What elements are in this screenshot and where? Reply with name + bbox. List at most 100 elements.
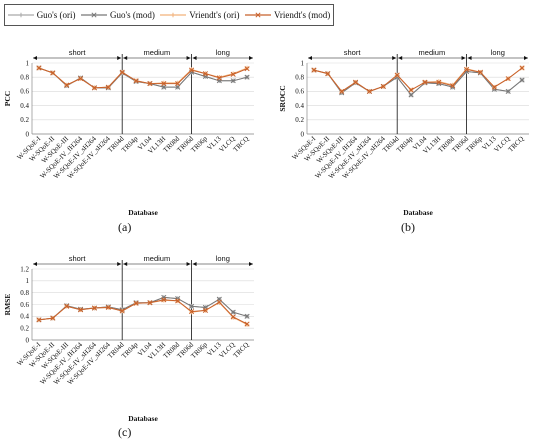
data-point — [175, 298, 181, 304]
data-point — [505, 76, 511, 82]
data-point — [189, 303, 195, 309]
legend-swatch — [80, 12, 107, 18]
data-point — [436, 79, 442, 85]
data-point — [50, 70, 56, 76]
y-tick-label: 0.4 — [20, 102, 29, 110]
series-line — [38, 67, 248, 89]
panel-label-b: (b) — [401, 220, 415, 234]
series-4 — [311, 65, 525, 94]
data-point — [216, 299, 222, 305]
y-axis-title: RMSE — [3, 294, 12, 316]
data-point — [175, 81, 181, 87]
series-line — [38, 67, 248, 89]
data-point — [519, 77, 525, 83]
group-bracket — [467, 56, 528, 60]
data-point — [189, 309, 195, 315]
x-axis-title: Database — [128, 208, 158, 217]
data-point — [244, 74, 250, 80]
group-bracket — [398, 56, 466, 60]
group-bracket — [33, 56, 122, 60]
data-point — [230, 309, 236, 315]
data-point — [366, 88, 372, 94]
data-point — [91, 85, 97, 91]
series-line — [313, 67, 523, 93]
series-line — [38, 67, 248, 89]
legend-swatch — [7, 12, 34, 18]
legend-swatch — [160, 12, 187, 18]
legend-marker — [171, 12, 176, 18]
data-point — [230, 71, 236, 77]
data-point — [422, 79, 428, 85]
legend-item: Guo's (ori) — [7, 10, 76, 20]
legend-marker — [255, 12, 261, 18]
data-point — [64, 82, 70, 88]
series-line — [38, 67, 248, 89]
y-tick-label: 0 — [26, 336, 30, 344]
series-line — [38, 299, 248, 325]
data-point — [119, 69, 125, 75]
group-label: long — [216, 48, 230, 57]
chart-srocc: 0 0.2 0.4 0.6 0.8 1 short medium long W-SQoE-I W-S… — [275, 46, 537, 224]
y-tick-label: 0.8 — [295, 74, 304, 82]
data-point — [436, 79, 442, 84]
data-point — [244, 313, 250, 319]
data-point — [408, 87, 414, 93]
data-point — [244, 321, 250, 327]
data-point — [133, 300, 139, 306]
data-point — [119, 308, 125, 314]
data-point — [78, 307, 84, 313]
legend-label: Guo's (mod) — [109, 10, 155, 20]
data-point — [216, 75, 222, 81]
data-point — [311, 67, 317, 73]
y-axis-title: SROCC — [278, 85, 287, 111]
y-tick-label: 0.6 — [20, 88, 29, 96]
data-point — [230, 314, 236, 320]
series-4 — [36, 65, 250, 91]
data-point — [477, 69, 483, 75]
data-point — [244, 66, 250, 72]
y-tick-label: 0.6 — [20, 301, 29, 309]
x-tick-label: TRCQ — [232, 135, 251, 154]
legend-marker — [18, 12, 23, 18]
legend-item: Vriendt's (mod) — [244, 10, 330, 20]
y-tick-label: 0.8 — [20, 289, 29, 297]
data-point — [230, 78, 236, 84]
data-point — [133, 78, 139, 84]
group-label: medium — [419, 48, 446, 57]
data-point — [147, 300, 153, 306]
y-tick-label: 1 — [301, 59, 305, 67]
legend-label: Guo's (ori) — [36, 10, 76, 20]
y-tick-label: 0.4 — [20, 313, 29, 321]
group-label: long — [491, 48, 505, 57]
group-label: short — [69, 48, 87, 57]
series-line — [313, 69, 523, 96]
chart-pcc: 0 0.2 0.4 0.6 0.8 1 short medium long W-SQoE-I W-S… — [0, 46, 262, 224]
data-point — [202, 71, 208, 77]
legend-item: Vriendt's (ori) — [160, 10, 240, 20]
data-point — [105, 304, 111, 311]
legend-marker — [91, 12, 97, 18]
y-tick-label: 1 — [26, 277, 30, 285]
group-bracket — [123, 56, 191, 60]
data-point — [505, 88, 511, 94]
group-bracket — [123, 262, 191, 266]
data-point — [325, 71, 331, 77]
group-bracket — [308, 56, 397, 60]
data-point — [50, 315, 56, 321]
data-point — [78, 76, 84, 82]
data-point — [491, 84, 497, 90]
x-axis-title: Database — [403, 208, 433, 217]
x-tick-label: TRCQ — [507, 135, 526, 154]
chart-rmse: 0 0.2 0.4 0.6 0.8 1 1.2 short medium long W-SQoE-I… — [0, 252, 262, 430]
y-tick-label: 0.2 — [295, 116, 304, 124]
group-label: short — [344, 48, 362, 57]
data-point — [64, 303, 70, 309]
y-tick-label: 0.8 — [20, 74, 29, 82]
data-point — [450, 83, 456, 89]
data-point — [36, 317, 42, 323]
series-4 — [36, 297, 250, 327]
group-label: long — [216, 254, 230, 263]
